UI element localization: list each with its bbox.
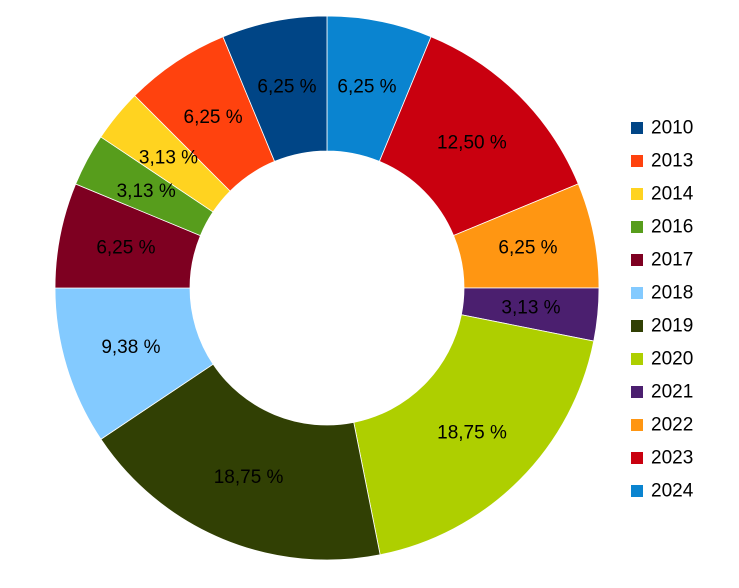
legend-label-2013: 2013 [651,151,693,172]
legend-item-2016: 2016 [631,217,693,238]
legend-label-2014: 2014 [651,184,694,205]
legend-swatch-2014 [631,188,643,200]
legend-label-2024: 2024 [651,481,694,502]
slice-label-2010: 6,25 % [257,76,316,97]
legend-item-2018: 2018 [631,283,693,304]
legend-item-2017: 2017 [631,250,693,271]
legend-label-2022: 2022 [651,415,693,436]
legend-swatch-2020 [631,353,643,365]
legend-item-2013: 2013 [631,151,693,172]
legend-swatch-2017 [631,254,643,266]
slice-label-2020: 18,75 % [437,422,507,443]
slice-2019 [100,363,381,561]
legend-label-2016: 2016 [651,217,693,238]
legend-swatch-2021 [631,386,643,398]
legend-swatch-2010 [631,122,643,134]
legend-swatch-2022 [631,419,643,431]
slice-labels: 6,25 % 12,50 % 6,25 % 3,13 % 18,75 % 18,75 % 9… [96,76,560,488]
legend-swatch-2016 [631,221,643,233]
legend-item-2010: 2010 [631,118,693,139]
legend-item-2023: 2023 [631,448,693,469]
legend-swatch-2013 [631,155,643,167]
donut-slices [54,15,600,561]
legend-label-2018: 2018 [651,283,693,304]
slice-label-2019: 18,75 % [214,467,284,488]
slice-label-2013: 6,25 % [184,107,243,128]
legend-item-2019: 2019 [631,316,693,337]
legend-label-2023: 2023 [651,448,693,469]
slice-label-2016: 3,13 % [117,181,176,202]
legend-item-2021: 2021 [631,382,693,403]
legend-item-2014: 2014 [631,184,694,205]
slice-2010 [222,15,328,162]
legend: 2010 2013 2014 2016 2017 2018 2019 2020 2021 2022… [631,118,694,502]
legend-label-2010: 2010 [651,118,693,139]
slice-label-2018: 9,38 % [101,337,160,358]
slice-2020 [353,314,595,556]
legend-item-2020: 2020 [631,349,693,370]
slice-label-2022: 6,25 % [498,238,557,259]
legend-label-2021: 2021 [651,382,693,403]
legend-label-2020: 2020 [651,349,693,370]
slice-label-2021: 3,13 % [501,298,560,319]
slice-label-2014: 3,13 % [139,147,198,168]
legend-label-2019: 2019 [651,316,693,337]
legend-label-2017: 2017 [651,250,693,271]
slice-label-2024: 6,25 % [337,76,396,97]
legend-item-2024: 2024 [631,481,694,502]
legend-swatch-2018 [631,287,643,299]
legend-swatch-2019 [631,320,643,332]
legend-swatch-2023 [631,452,643,464]
slice-label-2017: 6,25 % [96,238,155,259]
legend-swatch-2024 [631,485,643,497]
legend-item-2022: 2022 [631,415,693,436]
slice-label-2023: 12,50 % [437,133,507,154]
